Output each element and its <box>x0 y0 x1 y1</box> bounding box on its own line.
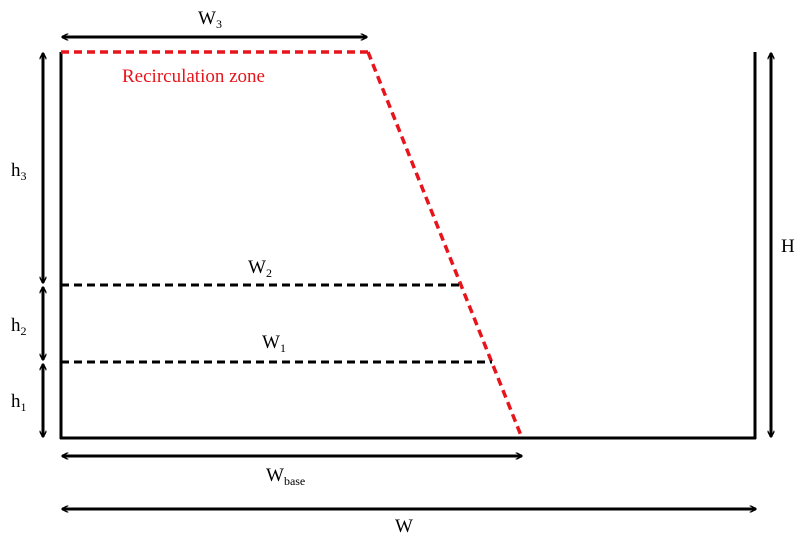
w1-label: W1 <box>262 332 286 355</box>
w3-label: W3 <box>198 8 222 31</box>
h2-label: h2 <box>11 315 27 338</box>
h3-label: h3 <box>11 160 27 183</box>
recirculation-slope-boundary <box>366 51 524 439</box>
wbase-label: Wbase <box>266 465 306 488</box>
w2-label: W2 <box>248 257 272 280</box>
h1-label: h1 <box>11 391 27 414</box>
recirculation-zone-label: Recirculation zone <box>122 66 265 87</box>
w-label: W <box>395 516 413 537</box>
H-label: H <box>781 236 795 257</box>
